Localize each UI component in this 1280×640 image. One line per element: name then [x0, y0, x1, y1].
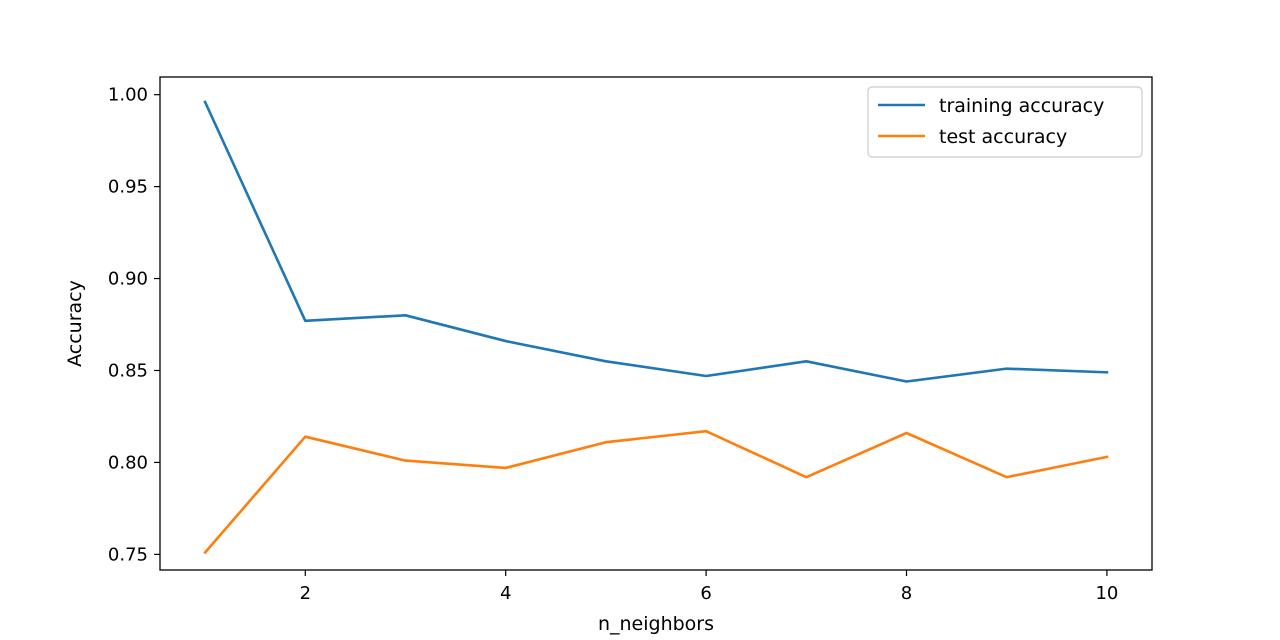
legend-label: test accuracy	[939, 126, 1067, 148]
y-axis-label: Accuracy	[64, 280, 86, 367]
axes-frame	[159, 76, 1153, 571]
x-tick-label: 4	[500, 583, 511, 604]
series-line-test-accuracy	[203, 429, 1109, 555]
x-axis-ticks: 2 4 6 8 10	[300, 570, 1118, 604]
y-tick-label: 0.80	[108, 452, 148, 473]
x-tick-label: 6	[700, 583, 711, 604]
y-tick-label: 0.75	[108, 544, 148, 565]
y-tick-label: 0.85	[108, 360, 148, 381]
y-tick-label: 0.90	[108, 269, 148, 290]
legend-label: training accuracy	[939, 95, 1104, 117]
x-tick-label: 10	[1095, 583, 1118, 604]
x-axis-label: n_neighbors	[598, 613, 714, 635]
x-tick-label: 2	[300, 583, 311, 604]
y-axis-ticks: 0.75 0.80 0.85 0.90 0.95 1.00	[108, 85, 160, 565]
series-layer	[203, 100, 1109, 555]
legend: training accuracy test accuracy	[867, 86, 1143, 158]
y-tick-label: 1.00	[108, 85, 148, 106]
legend-box	[867, 86, 1143, 158]
x-tick-label: 8	[901, 583, 912, 604]
y-tick-label: 0.95	[108, 177, 148, 198]
series-line-training-accuracy	[203, 100, 1109, 383]
